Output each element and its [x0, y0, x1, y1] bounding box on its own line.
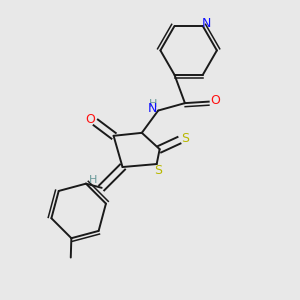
Text: S: S — [154, 164, 162, 177]
Text: O: O — [210, 94, 220, 107]
Text: N: N — [148, 102, 158, 115]
Text: H: H — [88, 176, 97, 185]
Text: N: N — [202, 17, 211, 30]
Text: H: H — [148, 99, 157, 109]
Text: S: S — [182, 132, 190, 145]
Text: O: O — [85, 113, 95, 126]
